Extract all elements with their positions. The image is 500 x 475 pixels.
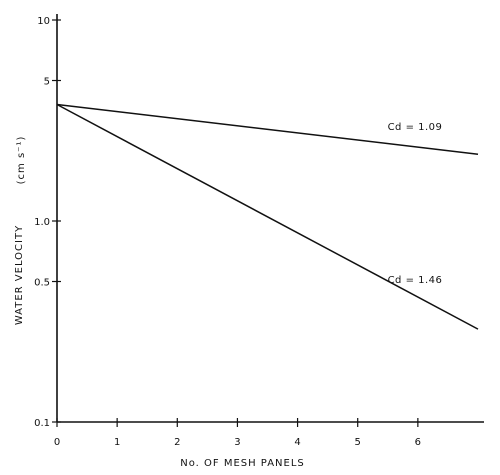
y-tick-label: 10 xyxy=(37,16,50,27)
y-tick-label: 1.0 xyxy=(34,217,50,228)
ticks: 0.1 0.5 1.0 5 10 0 1 2 3 4 5 6 xyxy=(34,16,421,448)
y-tick-label: 0.5 xyxy=(34,278,50,289)
axes xyxy=(56,14,484,423)
y-axis-label: WATER VELOCITY xyxy=(14,225,25,325)
x-axis-label: No. OF MESH PANELS xyxy=(180,458,305,469)
x-tick-label: 6 xyxy=(415,437,421,448)
y-tick-label: 5 xyxy=(44,77,50,88)
y-tick-label: 0.1 xyxy=(34,418,50,429)
y-axis-unit: (cm s⁻¹) xyxy=(16,136,27,185)
series-line-2 xyxy=(56,103,479,330)
x-tick-label: 4 xyxy=(294,437,300,448)
x-tick-label: 2 xyxy=(174,437,180,448)
series-label-2: Cd = 1.46 xyxy=(388,275,443,286)
series-line-1 xyxy=(56,103,479,155)
x-tick-label: 1 xyxy=(114,437,120,448)
x-tick-label: 5 xyxy=(355,437,361,448)
x-tick-label: 3 xyxy=(234,437,240,448)
labels: Cd = 1.09 Cd = 1.46 No. OF MESH PANELS WATE… xyxy=(14,122,442,469)
series-lines xyxy=(56,103,479,330)
x-tick-label: 0 xyxy=(54,437,60,448)
series-label-1: Cd = 1.09 xyxy=(388,122,443,133)
